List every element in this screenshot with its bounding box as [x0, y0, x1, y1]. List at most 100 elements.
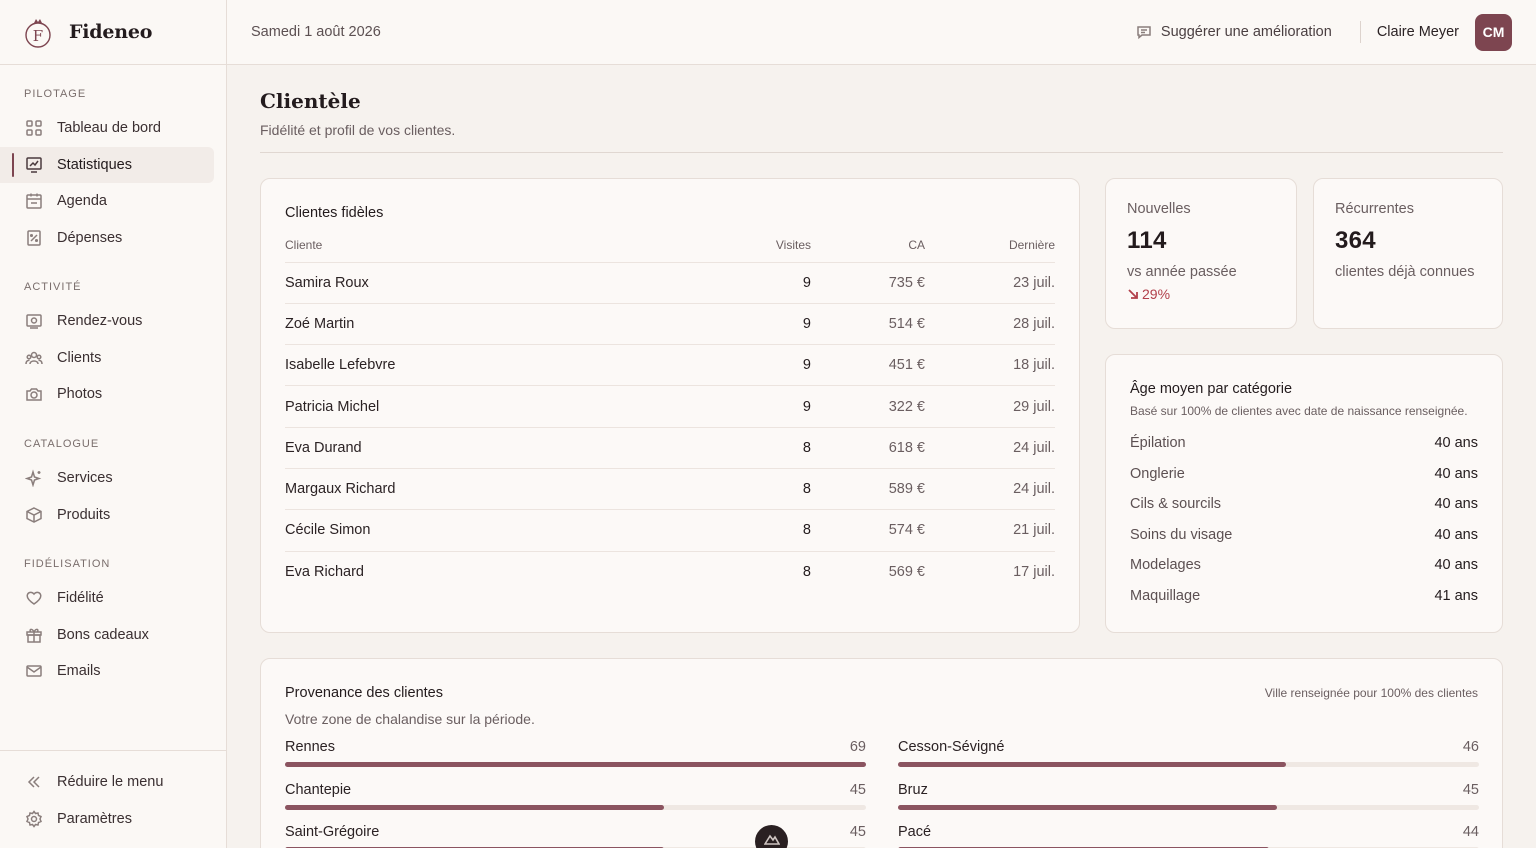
sidebar-item-photos[interactable]: Photos: [0, 376, 214, 413]
client-visits: 9: [731, 261, 811, 304]
nav-label-fidelisation: FIDÉLISATION: [24, 558, 111, 570]
sidebar-item-dashboard[interactable]: Tableau de bord: [0, 110, 214, 147]
sidebar-item-agenda[interactable]: Agenda: [0, 183, 214, 220]
sidebar-item-depenses[interactable]: Dépenses: [0, 220, 214, 257]
age-category: Épilation: [1130, 435, 1186, 452]
city-item: Rennes 69: [285, 739, 866, 782]
list-item: Cils & sourcils 40 ans: [1130, 489, 1478, 520]
avatar[interactable]: CM: [1475, 13, 1512, 51]
table-row[interactable]: Cécile Simon 8 574 €21 juil.: [285, 509, 1055, 552]
suggest-improvement-button[interactable]: Suggérer une amélioration: [1136, 24, 1332, 40]
svg-text:F: F: [33, 27, 43, 45]
age-category: Onglerie: [1130, 465, 1185, 482]
topbar-actions: Suggérer une amélioration Claire Meyer C…: [1136, 13, 1512, 51]
arrow-down-right-icon: [1128, 289, 1138, 299]
sidebar-item-fidelite[interactable]: Fidélité: [0, 580, 214, 617]
client-visits: 8: [731, 550, 811, 593]
current-date: Samedi 1 août 2026: [251, 24, 381, 40]
table-row[interactable]: Eva Durand 8 618 €24 juil.: [285, 426, 1055, 469]
sidebar-item-label: Rendez-vous: [57, 313, 143, 330]
city-count: 69: [849, 739, 866, 755]
sidebar-item-statistiques[interactable]: Statistiques: [0, 146, 214, 183]
city-item: Bruz 45: [898, 782, 1479, 825]
client-last-visit: 24 juil.: [925, 467, 1055, 510]
receipt-icon: [24, 228, 44, 248]
sidebar-item-label: Agenda: [57, 193, 107, 210]
client-name: Margaux Richard: [285, 467, 731, 510]
column-header-visites: Visites: [775, 238, 811, 252]
collapse-menu-label: Réduire le menu: [57, 774, 164, 791]
age-value: 40 ans: [1434, 496, 1478, 513]
age-value: 40 ans: [1434, 465, 1478, 482]
new-clients-trend-value: 29%: [1142, 286, 1171, 302]
city-bar-track: [285, 804, 866, 810]
client-revenue: 735 €: [811, 261, 925, 304]
sidebar-item-label: Produits: [57, 506, 111, 523]
table-row[interactable]: Eva Richard 8 569 €17 juil.: [285, 550, 1055, 593]
sidebar-item-rendez-vous[interactable]: Rendez-vous: [0, 303, 214, 340]
city-item: Cesson-Sévigné 46: [898, 739, 1479, 782]
settings-icon: [24, 809, 44, 829]
feedback-icon: [1137, 26, 1151, 40]
new-clients-trend: 29%: [1127, 286, 1275, 302]
city-item: Chantepie 45: [285, 782, 866, 825]
mail-icon: [24, 661, 44, 681]
suggest-improvement-label: Suggérer une amélioration: [1160, 24, 1332, 40]
client-last-visit: 23 juil.: [925, 261, 1055, 304]
city-name: Pacé: [898, 824, 932, 840]
users-icon: [24, 348, 44, 368]
client-visits: 8: [731, 467, 811, 510]
table-row[interactable]: Patricia Michel 9 322 €29 juil.: [285, 385, 1055, 428]
client-revenue: 574 €: [811, 509, 925, 552]
devtools-toggle-button[interactable]: [755, 825, 788, 848]
page-subtitle: Fidélité et profil de vos clientes.: [260, 122, 456, 138]
collapse-icon: [24, 772, 44, 792]
city-bar-track: [898, 762, 1479, 767]
table-row[interactable]: Samira Roux 9 735 €23 juil.: [285, 261, 1055, 304]
client-name: Samira Roux: [285, 261, 731, 304]
client-revenue: 514 €: [811, 302, 925, 345]
sidebar-item-bons-cadeaux[interactable]: Bons cadeaux: [0, 617, 214, 654]
settings-button[interactable]: Paramètres: [0, 801, 214, 838]
list-item: Épilation 40 ans: [1130, 428, 1478, 459]
heart-icon: [24, 588, 44, 608]
fideneo-logo-icon: F: [25, 19, 51, 48]
table-row[interactable]: Isabelle Lefebvre 9 451 €18 juil.: [285, 344, 1055, 386]
city-bar-fill: [285, 762, 866, 767]
client-origin-subtitle: Votre zone de chalandise sur la période.: [285, 711, 535, 727]
city-bar-fill: [898, 762, 1286, 767]
age-value: 40 ans: [1434, 557, 1478, 574]
sidebar-item-label: Clients: [57, 349, 102, 366]
city-name: Rennes: [285, 739, 335, 755]
table-row[interactable]: Zoé Martin 9 514 €28 juil.: [285, 302, 1055, 345]
client-last-visit: 17 juil.: [925, 550, 1055, 593]
sidebar-item-label: Tableau de bord: [57, 120, 161, 137]
list-item: Maquillage 41 ans: [1130, 581, 1478, 612]
table-row[interactable]: Margaux Richard 8 589 €24 juil.: [285, 467, 1055, 510]
client-last-visit: 21 juil.: [925, 509, 1055, 552]
sidebar-item-produits[interactable]: Produits: [0, 497, 214, 534]
sidebar-item-emails[interactable]: Emails: [0, 653, 214, 690]
recurring-clients-note: clientes déjà connues: [1335, 264, 1475, 280]
loyal-clients-card: Clientes fidèles Cliente Visites CA Dern…: [260, 178, 1080, 633]
header-divider: [260, 152, 1503, 153]
chart-icon: [24, 155, 44, 175]
client-revenue: 322 €: [811, 385, 925, 428]
gift-icon: [24, 625, 44, 645]
collapse-menu-button[interactable]: Réduire le menu: [0, 764, 214, 801]
new-clients-value: 114: [1127, 227, 1167, 254]
sidebar-item-clients[interactable]: Clients: [0, 340, 214, 377]
app-name: Fideneo: [69, 21, 153, 43]
list-item: Onglerie 40 ans: [1130, 459, 1478, 490]
new-clients-card: Nouvelles 114 vs année passée 29%: [1105, 178, 1297, 329]
city-name: Bruz: [898, 781, 928, 798]
city-count: 45: [849, 824, 866, 840]
city-count: 46: [1462, 739, 1479, 755]
client-name: Patricia Michel: [285, 385, 731, 428]
brand[interactable]: F Fideneo: [0, 0, 226, 65]
sidebar-item-services[interactable]: Services: [0, 460, 214, 497]
list-item: Soins du visage 40 ans: [1130, 520, 1478, 551]
user-name[interactable]: Claire Meyer: [1376, 24, 1459, 40]
sidebar-item-label: Photos: [57, 386, 103, 403]
loyal-clients-table: Cliente Visites CA Dernière Samira Roux 9…: [285, 238, 1055, 593]
